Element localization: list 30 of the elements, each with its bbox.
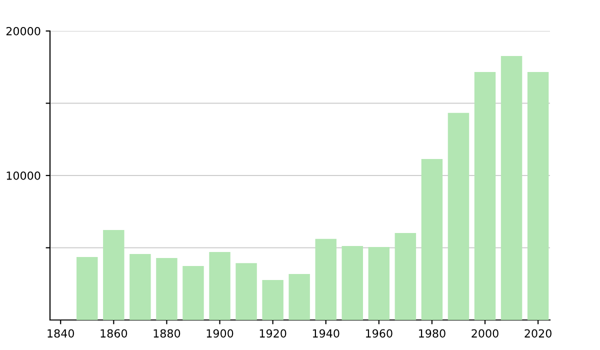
- bar: [527, 72, 549, 320]
- bar: [76, 257, 98, 320]
- y-tick-label: 20000: [6, 26, 40, 36]
- bar: [368, 247, 390, 320]
- x-tick-label: 1900: [206, 329, 234, 338]
- bar: [394, 233, 416, 320]
- bar: [182, 266, 204, 320]
- y-tick-label: 10000: [6, 171, 40, 180]
- bar: [103, 230, 124, 320]
- bar: [236, 263, 257, 320]
- x-tick-label: 1940: [312, 329, 340, 338]
- x-tick-label: 1960: [366, 329, 392, 338]
- bar: [209, 252, 230, 320]
- x-tick-label: 1860: [100, 329, 128, 338]
- bar: [474, 72, 496, 320]
- bar: [156, 258, 178, 320]
- bar: [130, 254, 151, 320]
- x-tick-label: 1840: [48, 329, 74, 338]
- x-tick-label: 2000: [472, 329, 498, 338]
- x-tick-label: 1880: [154, 329, 180, 338]
- bar: [500, 56, 522, 320]
- bar: [421, 159, 443, 320]
- bar: [315, 238, 336, 320]
- bar: [288, 274, 310, 320]
- x-tick-label: 2020: [524, 329, 552, 338]
- x-tick-label: 1980: [419, 329, 446, 338]
- bar: [448, 112, 470, 320]
- bar: [262, 280, 284, 320]
- x-tick-label: 1920: [260, 329, 286, 338]
- bar: [342, 246, 363, 320]
